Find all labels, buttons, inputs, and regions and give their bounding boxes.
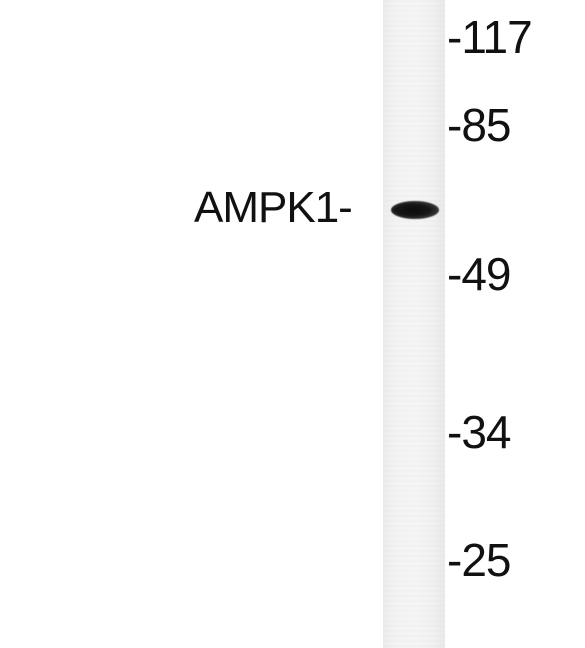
blot-lane <box>383 0 445 648</box>
marker-49: -49 <box>447 248 511 300</box>
marker-117: -117 <box>447 11 533 63</box>
protein-band <box>391 201 439 219</box>
marker-25: -25 <box>447 534 511 586</box>
marker-34: -34 <box>447 406 511 458</box>
marker-85: -85 <box>447 99 511 151</box>
band-label: AMPK1- <box>194 183 353 232</box>
